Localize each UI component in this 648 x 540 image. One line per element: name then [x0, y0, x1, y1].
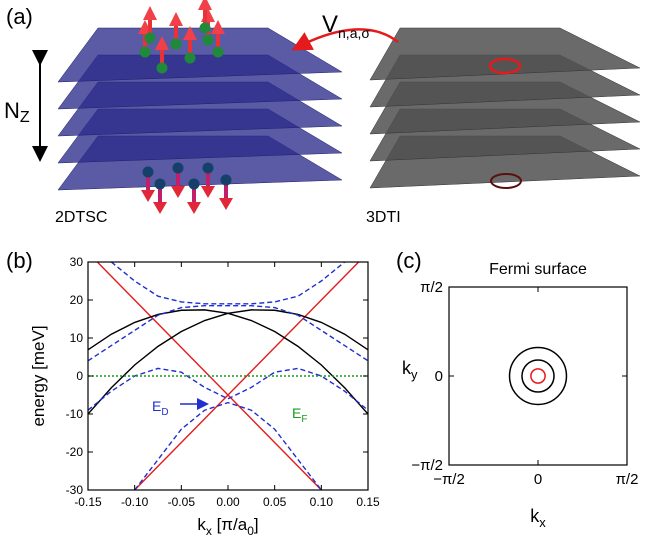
y-tick-label: 0: [435, 368, 443, 385]
y-axis-label: ky: [402, 358, 418, 382]
x-tick-label: -0.10: [121, 495, 149, 509]
label-part: x: [539, 515, 546, 530]
band-line: [134, 262, 360, 490]
label-part: k: [530, 506, 540, 526]
coupling-label: Vn,a,σ: [322, 11, 370, 41]
band-line: [134, 401, 322, 490]
band-line: [110, 262, 346, 305]
x-axis-label: kx: [530, 506, 546, 530]
band-line: [88, 305, 368, 362]
label-part: k: [197, 515, 206, 534]
panel-label: (a): [6, 4, 33, 29]
label-part: ]: [254, 515, 259, 534]
x-tick-label: 0.15: [356, 495, 380, 509]
label-part: [π/a: [212, 515, 248, 534]
band-line: [88, 367, 368, 411]
dirac-point-label: ED: [152, 398, 169, 418]
x-tick-label: -0.05: [168, 495, 196, 509]
stack-label: 2DTSC: [55, 209, 107, 226]
coupling-arrow: [291, 28, 399, 51]
label-part: k: [402, 358, 412, 378]
y-tick-label: 30: [70, 255, 84, 269]
panel-label: (b): [6, 248, 33, 273]
band-line: [88, 309, 368, 415]
label-part: 0: [247, 524, 254, 538]
x-tick-label: 0: [534, 471, 542, 488]
x-tick-label: -0.15: [74, 495, 102, 509]
surface-ring: [490, 173, 522, 189]
y-axis-label: energy [meV]: [29, 325, 48, 426]
x-tick-label: 0.05: [263, 495, 287, 509]
fermi-contour: [521, 359, 555, 393]
y-tick-label: -30: [66, 483, 84, 497]
y-tick-label: 10: [70, 331, 84, 345]
panel-a: (a) Vn,a,σ NZ 2DTSC: [4, 0, 641, 226]
x-tick-label: π/2: [616, 471, 639, 488]
x-tick-label: −π/2: [433, 471, 465, 488]
y-tick-label: 0: [76, 369, 83, 383]
stack-label: 3DTI: [366, 209, 401, 226]
fermi-level-label: EF: [292, 405, 307, 425]
y-tick-label: -20: [66, 445, 84, 459]
label-part: x: [206, 524, 212, 538]
chart-title: Fermi surface: [489, 261, 587, 278]
tsc-stack: [57, 27, 343, 191]
x-tick-label: 0.10: [310, 495, 334, 509]
y-tick-label: -10: [66, 407, 84, 421]
x-tick-label: 0.00: [216, 495, 240, 509]
panel-label: (c): [396, 248, 422, 273]
y-tick-label: π/2: [420, 279, 443, 296]
surface-ring: [488, 57, 522, 75]
layer-label: NZ: [4, 98, 30, 126]
plot-frame: [448, 286, 628, 466]
ti-stack: [369, 27, 641, 189]
fermi-contour: [508, 346, 568, 406]
label-part: y: [411, 367, 418, 382]
fermi-contour: [530, 368, 546, 384]
x-axis-label: kx [π/a0]: [197, 515, 258, 538]
y-tick-label: 20: [70, 293, 84, 307]
y-tick-label: −π/2: [411, 457, 443, 474]
